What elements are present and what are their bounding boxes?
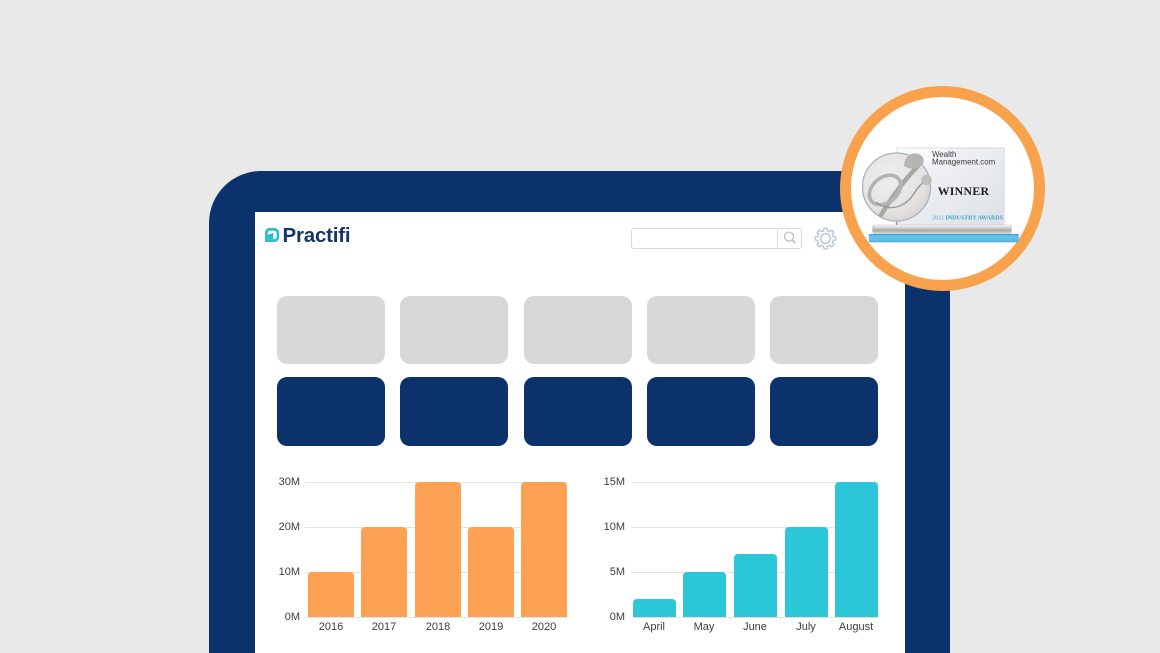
svg-text:Wealth: Wealth <box>932 150 956 159</box>
svg-text:2021 INDUSTRY AWARDS: 2021 INDUSTRY AWARDS <box>932 216 1004 222</box>
svg-text:WINNER: WINNER <box>938 184 990 198</box>
svg-text:Management.com: Management.com <box>932 158 996 167</box>
